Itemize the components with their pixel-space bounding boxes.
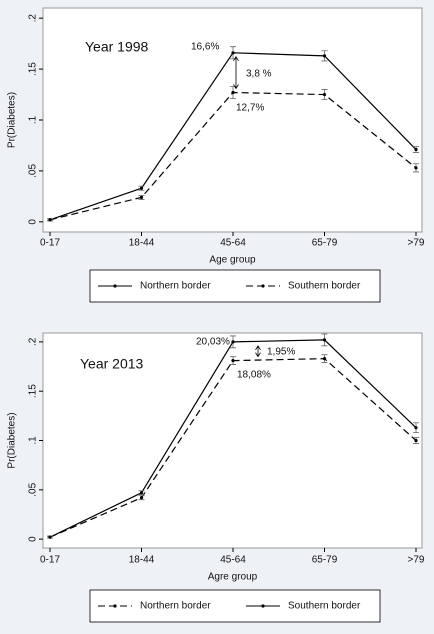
x-tick-label: 45-64 <box>220 555 246 566</box>
legend-marker <box>113 604 117 608</box>
y-tick-label: .2 <box>28 14 39 23</box>
x-tick-label: >79 <box>408 238 425 249</box>
legend <box>89 589 381 623</box>
x-tick-label: 18-44 <box>129 238 155 249</box>
legend-label: Southern border <box>288 601 361 612</box>
x-tick-label: 65-79 <box>312 238 338 249</box>
x-tick-label: 0-17 <box>40 555 60 566</box>
annotation: 18,08% <box>237 370 271 381</box>
annotation: 20,03% <box>196 337 230 348</box>
point <box>139 186 144 190</box>
point <box>48 218 52 222</box>
y-tick-label: .2 <box>28 337 39 346</box>
y-tick-label: .1 <box>28 436 39 445</box>
panel-title: Year 2013 <box>80 356 144 372</box>
panel-title: Year 1998 <box>85 39 149 55</box>
legend-label: Southern border <box>288 281 361 292</box>
y-tick-label: .1 <box>28 115 39 124</box>
annotation: 16,6% <box>191 42 219 53</box>
annotation: 1,95% <box>267 347 295 358</box>
legend-marker <box>261 284 265 288</box>
point <box>231 51 235 55</box>
difference-arrow <box>233 56 239 90</box>
x-tick-label: 0-17 <box>40 238 60 249</box>
point <box>414 438 418 443</box>
point <box>139 195 144 199</box>
x-tick-label: 65-79 <box>312 555 338 566</box>
y-tick-label: .05 <box>28 482 39 496</box>
difference-arrow <box>255 345 261 358</box>
legend-marker <box>261 604 265 608</box>
point <box>414 147 418 152</box>
y-tick-label: .15 <box>28 62 39 76</box>
point <box>322 92 327 97</box>
point <box>231 359 235 363</box>
y-tick-label: 0 <box>28 536 39 542</box>
point <box>231 90 235 95</box>
point <box>322 54 327 58</box>
point <box>139 496 144 500</box>
point <box>414 166 418 170</box>
x-axis-label: Age group <box>209 255 256 266</box>
plot-area <box>42 7 423 233</box>
point <box>322 357 327 361</box>
point <box>139 491 144 495</box>
plot-area <box>42 332 423 549</box>
point <box>322 338 327 342</box>
x-tick-label: 18-44 <box>129 555 155 566</box>
legend-label: Northern border <box>140 281 211 292</box>
legend-label: Northern border <box>140 601 211 612</box>
legend-marker <box>113 284 117 288</box>
point <box>414 426 418 430</box>
legend <box>89 269 381 303</box>
y-axis-label: Pr(Diabetes) <box>7 92 18 148</box>
annotation: 12,7% <box>236 103 264 114</box>
y-axis-label: Pr(Diabetes) <box>7 412 18 468</box>
y-tick-label: .05 <box>28 164 39 178</box>
point <box>48 535 52 539</box>
x-tick-label: 45-64 <box>220 238 246 249</box>
point <box>231 340 235 344</box>
annotation: 3,8 % <box>246 69 272 80</box>
y-tick-label: .15 <box>28 384 39 398</box>
x-tick-label: >79 <box>408 555 425 566</box>
x-axis-label: Agre group <box>208 572 258 583</box>
y-tick-label: 0 <box>28 219 39 225</box>
